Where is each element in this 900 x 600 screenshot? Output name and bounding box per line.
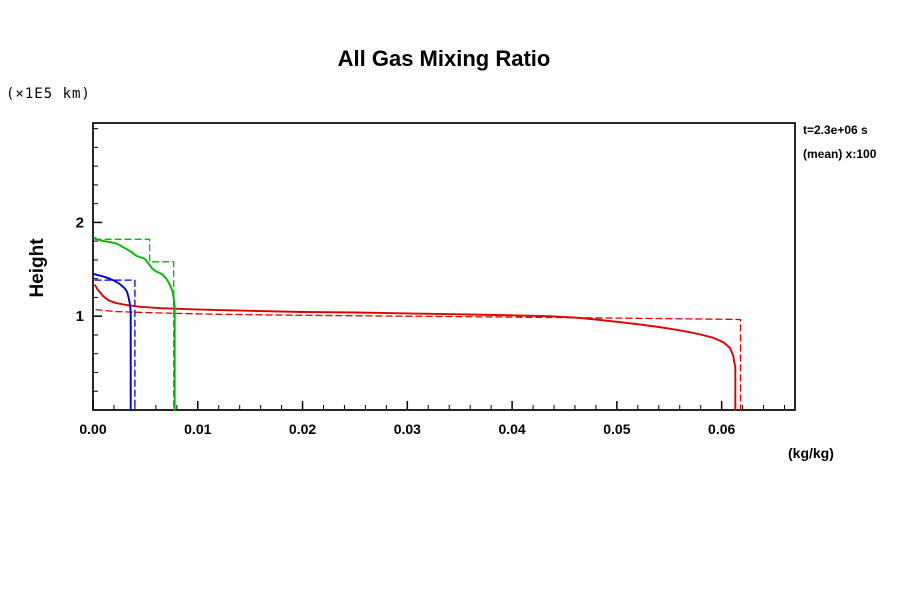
x-tick-label: 0.06 [708,421,735,437]
y-tick-label: 2 [76,214,84,231]
series-blue-initial-profile [94,279,136,411]
series-red-initial-profile [95,308,742,411]
x-tick-label: 0.05 [603,421,630,437]
series-green-initial-profile [94,238,175,411]
y-axis-unit-label: (×1E5 km) [6,86,91,102]
annotation-time: t=2.3e+06 s [803,123,868,137]
series-blue-mean-profile [93,273,132,411]
annotation-mean-scale: (mean) x:100 [803,147,877,161]
x-tick-label: 0.00 [79,421,106,437]
x-axis-unit-label: (kg/kg) [788,445,834,461]
x-tick-label: 0.01 [184,421,211,437]
x-tick-label: 0.03 [394,421,421,437]
x-tick-label: 0.04 [498,421,525,437]
series-red-mean-profile [94,284,737,411]
series-green-mean-profile [93,236,176,411]
x-tick-label: 0.02 [289,421,316,437]
chart-title: All Gas Mixing Ratio [337,46,551,71]
plot-frame [92,122,796,411]
y-tick-label: 1 [76,308,84,325]
